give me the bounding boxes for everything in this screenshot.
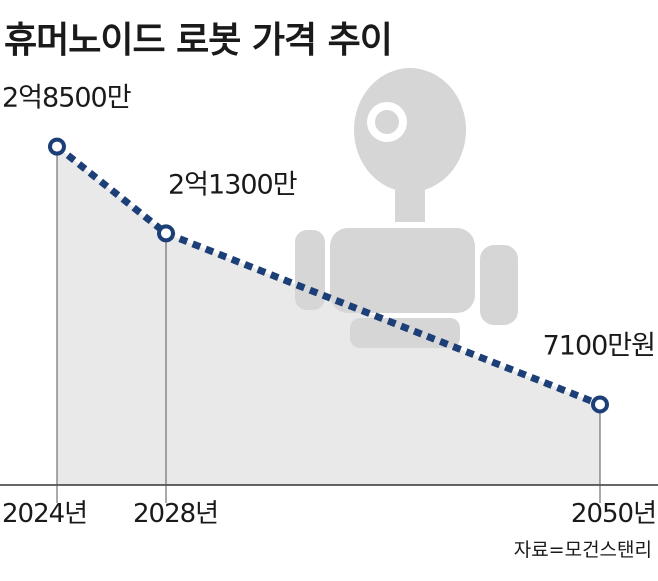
point [591, 395, 609, 414]
point [48, 137, 66, 156]
robot-torso [330, 228, 475, 313]
robot-neck [395, 190, 425, 222]
point [157, 224, 175, 243]
x-tick-label: 2024년 [2, 499, 87, 529]
data-label: 2억1300만 [168, 169, 297, 200]
data-label: 7100만원 [543, 330, 655, 361]
robot-head [354, 68, 466, 192]
source: 자료=모건스탠리 [514, 539, 652, 561]
x-tick-label: 2050년 [571, 499, 656, 529]
chart-title: 휴머노이드 로봇 가격 추이 [4, 20, 392, 61]
robot-arm [295, 230, 325, 310]
plot: 2억8500만 2억1300만 7100만원 2024년 2028년 2050년 [2, 83, 657, 529]
robot-eye-inner [375, 110, 399, 134]
data-label: 2억8500만 [2, 83, 131, 114]
robot-arm [480, 245, 518, 325]
x-tick-label: 2028년 [133, 499, 218, 529]
line [54, 143, 602, 408]
area [57, 146, 600, 485]
background [57, 146, 600, 485]
